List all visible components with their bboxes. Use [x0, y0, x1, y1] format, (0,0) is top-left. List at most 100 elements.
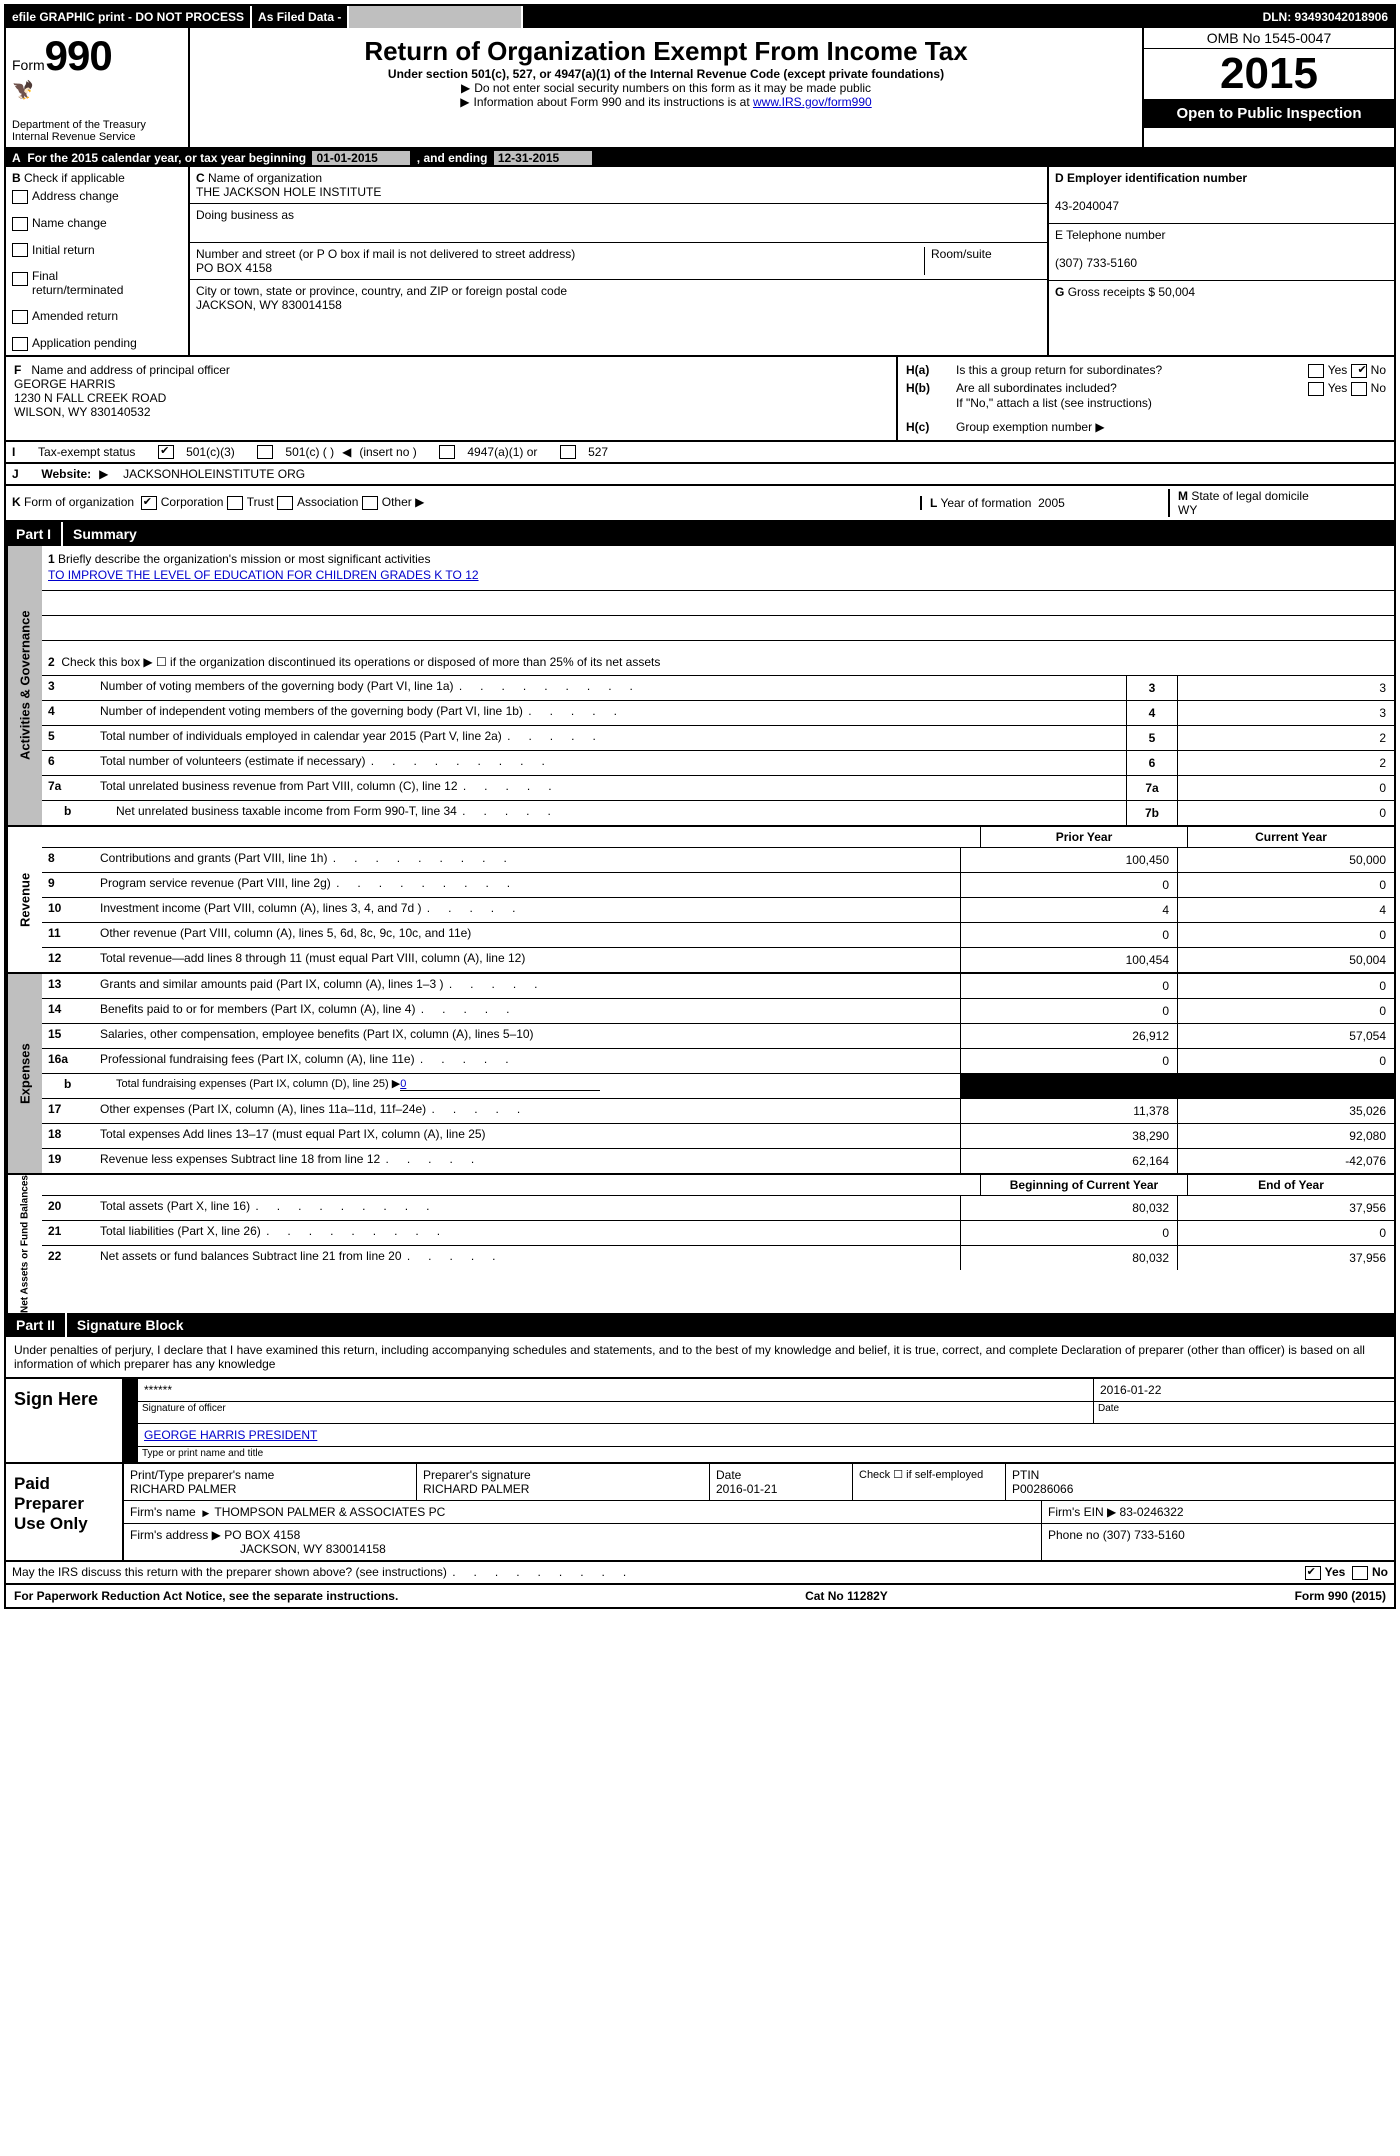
phone-label: E Telephone number — [1055, 228, 1166, 242]
section-activities-governance: Activities & Governance 1 Briefly descri… — [6, 546, 1394, 827]
chk-corp[interactable] — [141, 496, 157, 510]
q7a: Total unrelated business revenue from Pa… — [94, 776, 1126, 800]
officer-addr1: 1230 N FALL CREEK ROAD — [14, 391, 166, 405]
section-fh: F Name and address of principal officer … — [6, 357, 1394, 442]
mission-value[interactable]: TO IMPROVE THE LEVEL OF EDUCATION FOR CH… — [48, 568, 479, 582]
prep-self-employed: Check ☐ if self-employed — [853, 1464, 1006, 1500]
instr-pre: Information about Form 990 and its instr… — [474, 95, 753, 109]
chk-assoc[interactable] — [277, 496, 293, 510]
page-footer: For Paperwork Reduction Act Notice, see … — [6, 1585, 1394, 1607]
line-a-pre: For the 2015 calendar year, or tax year … — [27, 151, 309, 165]
chk-amended-return[interactable] — [12, 310, 28, 324]
footer-mid: Cat No 11282Y — [805, 1589, 888, 1603]
chk-other[interactable] — [362, 496, 378, 510]
q5: Total number of individuals employed in … — [94, 726, 1126, 750]
fundraising-exp[interactable]: 0 — [400, 1078, 600, 1091]
sig-name-label: Type or print name and title — [138, 1446, 1394, 1460]
chk-501c[interactable] — [257, 445, 273, 459]
lbl-amended-return: Amended return — [32, 309, 118, 323]
line-a: A For the 2015 calendar year, or tax yea… — [6, 149, 1394, 167]
gross-receipts-value: 50,004 — [1158, 285, 1195, 299]
chk-ha-no[interactable] — [1351, 364, 1367, 378]
dept-treasury: Department of the Treasury — [12, 119, 182, 131]
chk-address-change[interactable] — [12, 190, 28, 204]
form-header: Form990 🦅 Department of the Treasury Int… — [6, 28, 1394, 149]
sig-officer-name[interactable]: GEORGE HARRIS PRESIDENT — [144, 1428, 317, 1442]
part-ii-label: Part II — [6, 1313, 67, 1337]
firm-ein: Firm's EIN ▶ 83-0246322 — [1042, 1501, 1394, 1523]
form-number: 990 — [45, 32, 112, 79]
side-expenses: Expenses — [6, 974, 42, 1173]
state-domicile-value: WY — [1178, 503, 1197, 517]
hb-label: Are all subordinates included? — [956, 381, 1256, 396]
v4: 3 — [1177, 701, 1394, 725]
chk-name-change[interactable] — [12, 217, 28, 231]
v7a: 0 — [1177, 776, 1394, 800]
irs-gov-link[interactable]: www.IRS.gov/form990 — [753, 95, 872, 109]
lbl-application-pending: Application pending — [32, 336, 137, 350]
city-value: JACKSON, WY 830014158 — [196, 298, 342, 312]
chk-trust[interactable] — [227, 496, 243, 510]
q4: Number of independent voting members of … — [94, 701, 1126, 725]
box-f: F Name and address of principal officer … — [6, 357, 898, 440]
prep-sig: RICHARD PALMER — [423, 1482, 703, 1496]
ptin-label: PTIN — [1012, 1468, 1388, 1482]
firm-addr2: JACKSON, WY 830014158 — [130, 1542, 1035, 1556]
form-org-label: Form of organization — [24, 495, 134, 509]
mission-blank-1 — [42, 591, 1394, 616]
sig-date-label: Date — [1094, 1401, 1394, 1415]
instr-link-line: Information about Form 990 and its instr… — [198, 95, 1134, 109]
footer-right: Form 990 (2015) — [1295, 1589, 1386, 1603]
chk-discuss-yes[interactable] — [1305, 1566, 1321, 1580]
v7b: 0 — [1177, 801, 1394, 825]
side-revenue: Revenue — [6, 827, 42, 972]
sig-stars: ****** — [138, 1379, 1093, 1401]
arrow-icon — [460, 95, 473, 109]
lbl-address-change: Address change — [32, 189, 119, 203]
chk-final-return[interactable] — [12, 272, 28, 286]
efile-label: efile GRAPHIC print - DO NOT PROCESS — [6, 6, 252, 28]
firm-name: THOMPSON PALMER & ASSOCIATES PC — [214, 1505, 445, 1519]
lbl-initial-return: Initial return — [32, 243, 95, 257]
v5: 2 — [1177, 726, 1394, 750]
prep-date: 2016-01-21 — [716, 1482, 846, 1496]
chk-application-pending[interactable] — [12, 337, 28, 351]
chk-527[interactable] — [560, 445, 576, 459]
box-b: B Check if applicable Address change Nam… — [6, 167, 190, 355]
part-ii-title: Signature Block — [67, 1313, 194, 1337]
open-to-public: Open to Public Inspection — [1144, 99, 1394, 128]
section-expenses: Expenses 13Grants and similar amounts pa… — [6, 974, 1394, 1175]
phone-value: (307) 733-5160 — [1055, 256, 1137, 270]
header-left: Form990 🦅 Department of the Treasury Int… — [6, 28, 190, 147]
q3: Number of voting members of the governin… — [94, 676, 1126, 700]
website-value: JACKSONHOLEINSTITUTE ORG — [123, 467, 305, 481]
firm-phone: Phone no (307) 733-5160 — [1042, 1524, 1394, 1560]
chk-hb-yes[interactable] — [1308, 382, 1324, 396]
lbl-final-return: Finalreturn/terminated — [32, 269, 123, 297]
header-mid: Return of Organization Exempt From Incom… — [190, 28, 1142, 147]
footer-left: For Paperwork Reduction Act Notice, see … — [14, 1589, 398, 1603]
box-d: D Employer identification number 43-2040… — [1049, 167, 1394, 355]
form-subtitle: Under section 501(c), 527, or 4947(a)(1)… — [198, 67, 1134, 81]
address-label: Number and street (or P O box if mail is… — [196, 247, 575, 261]
chk-discuss-no[interactable] — [1352, 1566, 1368, 1580]
tax-exempt-label: Tax-exempt status — [38, 445, 135, 459]
side-activities-governance: Activities & Governance — [6, 546, 42, 825]
chk-initial-return[interactable] — [12, 243, 28, 257]
ein-value: 43-2040047 — [1055, 199, 1119, 213]
ptin-value: P00286066 — [1012, 1482, 1388, 1496]
q6: Total number of volunteers (estimate if … — [94, 751, 1126, 775]
room-suite-label: Room/suite — [924, 247, 1041, 275]
chk-501c3[interactable] — [158, 445, 174, 459]
box-c: C Name of organization THE JACKSON HOLE … — [190, 167, 1049, 355]
section-revenue: Revenue Prior YearCurrent Year 8Contribu… — [6, 827, 1394, 974]
chk-ha-yes[interactable] — [1308, 364, 1324, 378]
officer-label: Name and address of principal officer — [31, 363, 230, 377]
form-990-page: efile GRAPHIC print - DO NOT PROCESS As … — [4, 4, 1396, 1609]
year-formation-label: Year of formation — [940, 496, 1031, 510]
form-title: Return of Organization Exempt From Incom… — [198, 36, 1134, 67]
chk-hb-no[interactable] — [1351, 382, 1367, 396]
chk-4947[interactable] — [439, 445, 455, 459]
col-end-year: End of Year — [1187, 1175, 1394, 1195]
as-filed-label: As Filed Data - — [252, 6, 349, 28]
